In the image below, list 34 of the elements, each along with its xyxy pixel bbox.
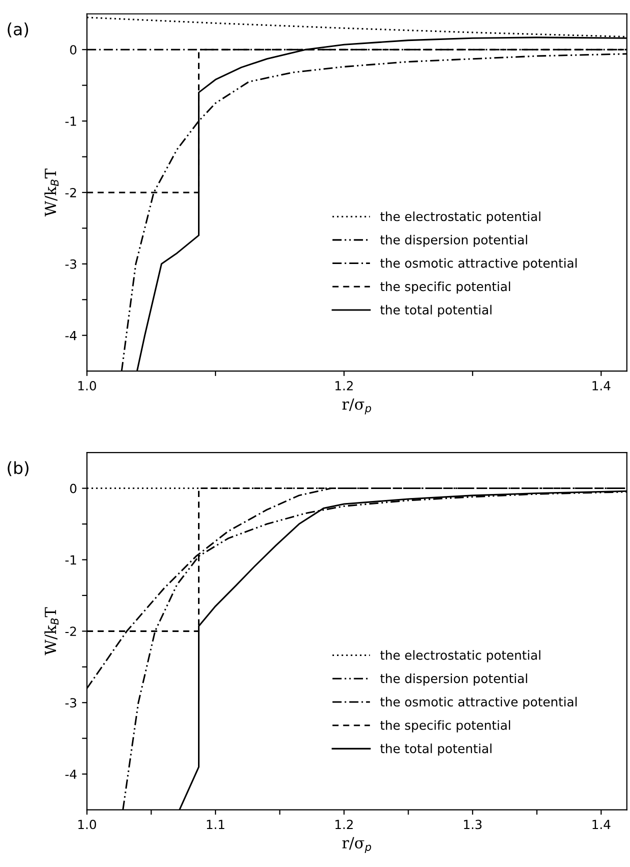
- x-tick-label: 1.3: [464, 820, 482, 830]
- x-axis-title: r/σ$_{p}$: [342, 398, 372, 414]
- legend-label: the osmotic attractive potential: [380, 258, 577, 270]
- y-tick-label: -4: [65, 330, 77, 340]
- y-tick-label: -2: [65, 626, 76, 636]
- chart-title: (b): [8, 461, 28, 476]
- y-tick-label: 0: [70, 484, 76, 494]
- legend-label: the osmotic attractive potential: [380, 696, 577, 709]
- y-tick-label: -3: [65, 698, 76, 708]
- x-tick-label: 1.2: [335, 820, 353, 829]
- y-tick-label: -1: [65, 116, 76, 126]
- y-tick-label: -2: [65, 188, 76, 198]
- y-axis-title: W/k$_{B}$T: [44, 607, 59, 656]
- y-tick-label: -3: [65, 259, 76, 269]
- y-tick-label: 0: [70, 45, 76, 55]
- y-axis-title: W/k$_{B}$T: [44, 168, 59, 217]
- legend-label: the electrostatic potential: [380, 650, 540, 662]
- x-tick-label: 1.2: [335, 381, 353, 390]
- legend-label: the total potential: [380, 744, 492, 756]
- legend-label: the specific potential: [380, 282, 510, 294]
- x-tick-label: 1.4: [592, 820, 610, 829]
- x-axis-title: r/σ$_{p}$: [342, 837, 372, 854]
- x-tick-label: 1.0: [78, 820, 96, 830]
- legend-label: the electrostatic potential: [380, 211, 540, 224]
- legend-label: the specific potential: [380, 720, 510, 732]
- x-tick-label: 1.1: [206, 820, 224, 829]
- legend-label: the total potential: [380, 304, 492, 317]
- y-tick-label: -1: [65, 555, 76, 564]
- chart-title: (a): [8, 22, 28, 38]
- y-tick-label: -4: [65, 770, 77, 779]
- legend-label: the dispersion potential: [380, 234, 528, 247]
- x-tick-label: 1.4: [592, 381, 610, 390]
- legend-label: the dispersion potential: [380, 674, 528, 686]
- x-tick-label: 1.0: [78, 381, 96, 390]
